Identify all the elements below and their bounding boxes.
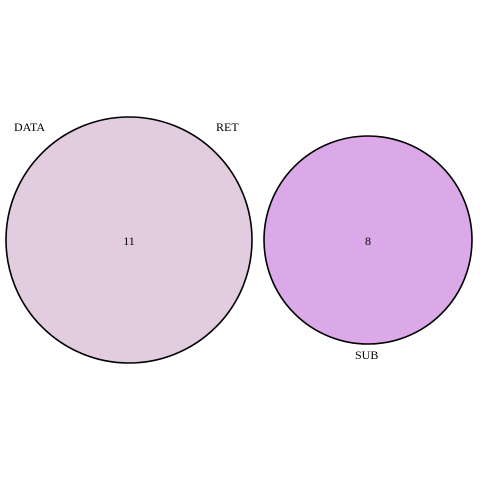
count-data-ret: 11 xyxy=(123,234,135,248)
set-circle-sub xyxy=(263,135,473,345)
set-label-data: DATA xyxy=(14,120,45,134)
set-label-ret: RET xyxy=(216,120,239,134)
count-sub: 8 xyxy=(365,234,371,248)
set-label-sub: SUB xyxy=(355,348,378,362)
set-circle-data-ret xyxy=(5,116,253,364)
